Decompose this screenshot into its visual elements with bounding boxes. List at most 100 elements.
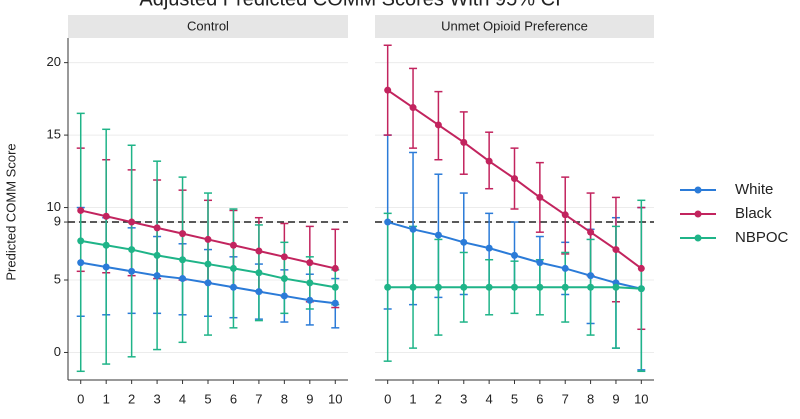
panel-strip <box>68 15 348 38</box>
point <box>434 121 442 129</box>
panel-title: Unmet Opioid Preference <box>441 18 588 33</box>
point <box>384 86 392 94</box>
legend-label: White <box>735 181 773 198</box>
point <box>409 283 417 291</box>
point <box>536 193 544 201</box>
y-tick-label: 20 <box>47 54 61 69</box>
point <box>255 269 263 277</box>
x-tick-label: 8 <box>281 391 288 406</box>
point <box>153 224 161 232</box>
legend-label: NBPOC <box>735 229 789 246</box>
point <box>280 275 288 283</box>
y-axis-label: Predicted COMM Score <box>3 143 18 280</box>
point <box>102 241 110 249</box>
point <box>434 283 442 291</box>
point <box>102 212 110 220</box>
point <box>460 238 468 246</box>
point <box>179 230 187 238</box>
point <box>102 263 110 271</box>
point <box>485 157 493 165</box>
point <box>306 296 314 304</box>
panel-title: Control <box>187 18 229 33</box>
y-tick-label: 9 <box>54 213 61 228</box>
point <box>306 259 314 267</box>
point <box>587 228 595 236</box>
point <box>204 235 212 243</box>
point <box>280 292 288 300</box>
point <box>485 244 493 252</box>
point <box>561 211 569 219</box>
point <box>331 299 339 307</box>
point <box>561 283 569 291</box>
x-tick-label: 8 <box>587 391 594 406</box>
point <box>331 283 339 291</box>
point <box>128 267 136 275</box>
point <box>179 275 187 283</box>
x-tick-label: 4 <box>486 391 493 406</box>
legend-marker <box>694 234 702 242</box>
point <box>77 259 85 267</box>
point <box>612 246 620 254</box>
legend-marker <box>694 186 702 194</box>
x-tick-label: 9 <box>306 391 313 406</box>
point <box>280 253 288 261</box>
x-tick-label: 10 <box>634 391 648 406</box>
x-tick-label: 10 <box>328 391 342 406</box>
point <box>306 279 314 287</box>
point <box>77 237 85 245</box>
point <box>434 231 442 239</box>
point <box>511 175 518 183</box>
chart-title: Adjusted Predicted COMM Scores With 95% … <box>139 0 560 10</box>
point <box>179 256 187 264</box>
x-tick-label: 3 <box>153 391 160 406</box>
point <box>384 283 392 291</box>
x-tick-label: 2 <box>435 391 442 406</box>
point <box>128 246 136 254</box>
point <box>561 264 569 272</box>
x-tick-label: 6 <box>230 391 237 406</box>
point <box>460 283 468 291</box>
point <box>77 206 85 214</box>
point <box>255 247 263 255</box>
point <box>229 283 237 291</box>
x-tick-label: 0 <box>384 391 391 406</box>
point <box>128 218 136 226</box>
point <box>511 251 518 259</box>
x-tick-label: 5 <box>204 391 211 406</box>
y-tick-label: 15 <box>47 127 61 142</box>
point <box>587 272 595 280</box>
point <box>637 285 645 293</box>
point <box>460 138 468 146</box>
x-tick-label: 1 <box>103 391 110 406</box>
point <box>612 283 620 291</box>
point <box>204 260 212 268</box>
y-tick-label: 10 <box>47 199 61 214</box>
panel-strip <box>375 15 654 38</box>
point <box>485 283 493 291</box>
x-tick-label: 9 <box>612 391 619 406</box>
point <box>153 251 161 259</box>
x-tick-label: 7 <box>562 391 569 406</box>
point <box>511 283 518 291</box>
x-tick-label: 2 <box>128 391 135 406</box>
x-tick-label: 4 <box>179 391 186 406</box>
x-tick-label: 6 <box>536 391 543 406</box>
point <box>536 283 544 291</box>
point <box>331 264 339 272</box>
point <box>384 218 392 226</box>
point <box>409 104 417 112</box>
point <box>204 279 212 287</box>
x-tick-label: 3 <box>460 391 467 406</box>
y-tick-label: 0 <box>54 344 61 359</box>
point <box>536 259 544 267</box>
point <box>637 264 645 272</box>
point <box>409 225 417 233</box>
x-tick-label: 5 <box>511 391 518 406</box>
point <box>153 272 161 280</box>
point <box>255 288 263 296</box>
x-tick-label: 7 <box>255 391 262 406</box>
x-tick-label: 0 <box>77 391 84 406</box>
point <box>229 264 237 272</box>
legend-marker <box>694 210 702 218</box>
